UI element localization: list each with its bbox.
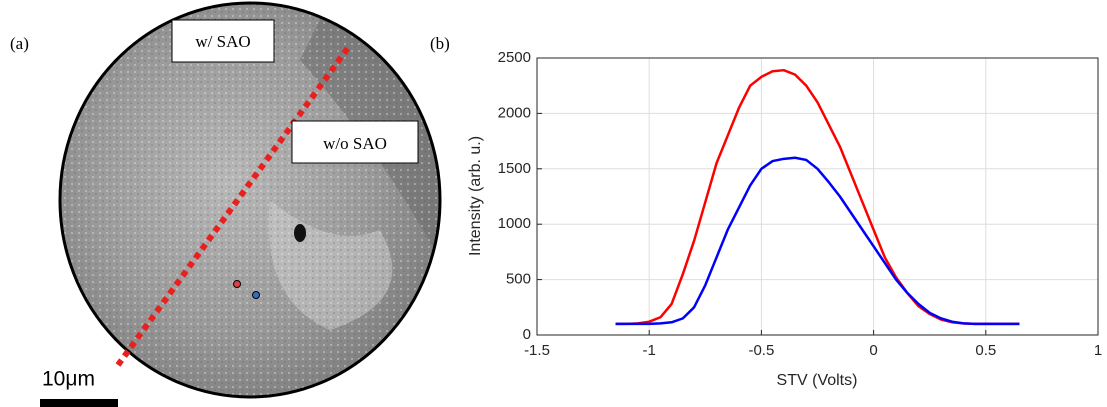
- panel-label: (b): [430, 34, 450, 53]
- marker: [252, 291, 260, 299]
- x-tick-label: -1: [643, 342, 656, 359]
- panel-label: (a): [10, 34, 29, 53]
- x-tick-label: 0: [869, 342, 877, 359]
- y-tick-label: 1000: [498, 215, 531, 232]
- annotation: w/ SAO: [195, 32, 250, 51]
- x-tick-label: 1: [1094, 342, 1102, 359]
- x-tick-label: -1.5: [524, 342, 550, 359]
- micrograph: [60, 3, 440, 397]
- plot-frame: [536, 57, 1099, 336]
- y-tick-label: 0: [523, 326, 531, 343]
- y-tick-label: 1500: [498, 160, 531, 177]
- x-tick-label: -0.5: [748, 342, 774, 359]
- x-axis-label: STV (Volts): [777, 372, 858, 389]
- y-tick-label: 2000: [498, 104, 531, 121]
- annotation-box: [291, 120, 419, 164]
- scale-bar: [40, 399, 118, 407]
- marker: [233, 280, 241, 288]
- line-series: [615, 68, 1020, 326]
- annotation: w/o SAO: [323, 134, 387, 153]
- y-axis-label: Intensity (arb. u.): [467, 136, 484, 256]
- y-tick-label: 500: [506, 271, 531, 288]
- plot: 0 500 1000 1500 2000 2500 -1.5 -1 -0.5 0 0.5 1: [498, 49, 1103, 359]
- line-series: [615, 156, 1020, 326]
- x-tick-label: 0.5: [975, 342, 996, 359]
- annotation-box: [171, 19, 275, 63]
- y-tick-label: 2500: [498, 49, 531, 66]
- scale-label: 10μm: [42, 368, 95, 391]
